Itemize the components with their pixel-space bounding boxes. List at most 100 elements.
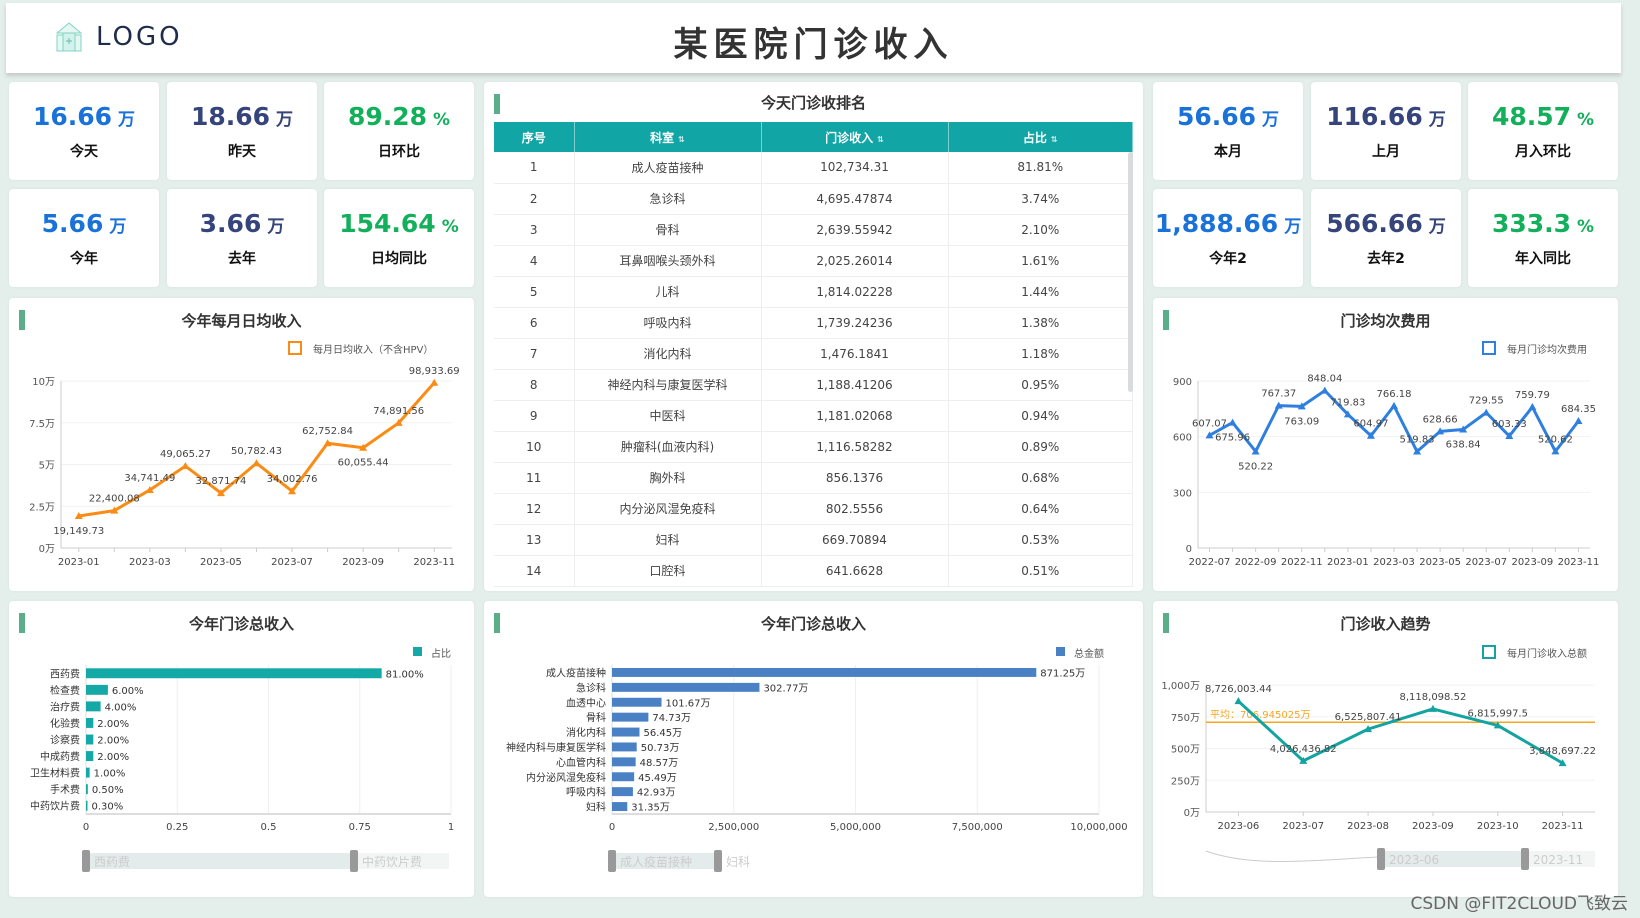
kpi-card-2: 116.66 万上月 <box>1311 82 1461 180</box>
x-tick-label: 2023-01 <box>1327 557 1369 568</box>
y-category-label: 心血管内科 <box>556 756 606 769</box>
table-row[interactable]: 1 成人疫苗接种 102,734.31 81.81% <box>494 152 1133 184</box>
data-point <box>145 485 154 493</box>
table-row[interactable]: 8 神经内科与康复医学科 1,188.41206 0.95% <box>494 369 1133 401</box>
x-tick-label: 10,000,000 <box>1070 822 1127 833</box>
table-cell: 0.53% <box>948 524 1133 556</box>
table-row[interactable]: 14 口腔科 641.6628 0.51% <box>494 555 1133 587</box>
data-label: 34,741.49 <box>124 473 175 484</box>
kpi-number: 1,888.66 <box>1154 208 1279 238</box>
kpi-label: 今年2 <box>1209 250 1247 267</box>
table-row[interactable]: 9 中医科 1,181.02068 0.94% <box>494 400 1133 432</box>
x-tick-label: 2023-01 <box>58 557 100 568</box>
kpi-label: 月入环比 <box>1515 143 1571 160</box>
data-label: 763.09 <box>1284 416 1319 427</box>
data-point <box>1234 697 1243 705</box>
category-share-chart[interactable]: 占比 0 0.25 0.5 0.75 1 西药费 81.00% 检查费 6.00% 治疗费 4.00%… <box>9 601 474 897</box>
data-label: 603.33 <box>1492 419 1527 430</box>
x-tick-label: 0 <box>83 822 89 833</box>
x-tick-label: 7,500,000 <box>952 822 1003 833</box>
sort-icon[interactable]: ⇅ <box>678 134 685 144</box>
data-label: 675.96 <box>1215 433 1250 444</box>
column-header[interactable]: 占比 ⇅ <box>948 122 1133 152</box>
kpi-number: 16.66 <box>32 101 113 131</box>
zoom-slider-end-handle[interactable] <box>714 850 722 872</box>
y-tick-label: 0万 <box>39 544 55 555</box>
data-point <box>1299 756 1308 764</box>
zoom-slider-start-handle[interactable] <box>608 850 616 872</box>
avg-fee-chart[interactable]: 每月门诊均次费用 0 300 600 900 2022-07 2022-09 2022-11 2… <box>1153 298 1618 591</box>
table-cell: 3 <box>494 214 575 246</box>
table-cell: 0.64% <box>948 493 1133 525</box>
income-trend-panel: 门诊收入趋势 每月门诊收入总额 0万 250万 500万 750万 1,000万 2023-… <box>1153 601 1618 897</box>
table-row[interactable]: 5 儿科 1,814.02228 1.44% <box>494 276 1133 308</box>
dept-total-chart[interactable]: 总金额 0 2,500,000 5,000,000 7,500,000 10,000,00… <box>484 601 1143 897</box>
kpi-card-1: 56.66 万本月 <box>1153 82 1303 180</box>
data-label: 607.07 <box>1192 418 1227 429</box>
sort-icon[interactable]: ⇅ <box>877 134 884 144</box>
table-cell: 1,188.41206 <box>761 369 949 401</box>
bar <box>612 772 635 782</box>
zoom-slider-end-handle[interactable] <box>350 850 358 872</box>
table-row[interactable]: 6 呼吸内科 1,739.24236 1.38% <box>494 307 1133 339</box>
y-tick-label: 10万 <box>32 377 55 388</box>
table-cell: 1,814.02228 <box>761 276 949 308</box>
table-row[interactable]: 13 妇科 669.70894 0.53% <box>494 524 1133 556</box>
y-category-label: 急诊科 <box>576 681 606 694</box>
income-trend-chart[interactable]: 每月门诊收入总额 0万 250万 500万 750万 1,000万 2023-06 2023-… <box>1153 601 1618 897</box>
panel-accent-bar <box>494 94 500 114</box>
data-label: 8,726,003.44 <box>1205 684 1272 695</box>
data-point <box>1343 410 1352 418</box>
daily-avg-income-chart[interactable]: 每月日均收入（不含HPV） 0万 2.5万 5万 7.5万 10万 2023-01 2023-… <box>9 298 474 591</box>
data-label: 98,933.69 <box>409 366 460 377</box>
zoom-slider-start-handle[interactable] <box>1377 848 1385 870</box>
ranking-table: 序号 科室 ⇅ 门诊收入 ⇅ 占比 ⇅ 1 成人疫苗接种 102,734.31 81.81% 2 急诊… <box>494 122 1133 587</box>
zoom-slider-start-handle[interactable] <box>82 850 90 872</box>
bar <box>612 697 662 707</box>
bar <box>612 802 628 812</box>
table-cell: 13 <box>494 524 575 556</box>
table-row[interactable]: 7 消化内科 1,476.1841 1.18% <box>494 338 1133 370</box>
table-row[interactable]: 4 耳鼻咽喉头颈外科 2,025.26014 1.61% <box>494 245 1133 277</box>
x-tick-label: 0.25 <box>166 822 188 833</box>
kpi-number: 154.64 <box>339 208 436 238</box>
table-row[interactable]: 11 胸外科 856.1376 0.68% <box>494 462 1133 494</box>
table-row[interactable]: 10 肿瘤科(血液内科) 1,116.58282 0.89% <box>494 431 1133 463</box>
y-category-label: 呼吸内科 <box>566 786 606 799</box>
x-tick-label: 2023-10 <box>1477 821 1519 832</box>
kpi-unit: 万 <box>118 109 136 130</box>
x-tick-label: 2022-09 <box>1235 557 1277 568</box>
column-header-label: 门诊收入 <box>825 130 874 145</box>
ranking-table-container[interactable]: 序号 科室 ⇅ 门诊收入 ⇅ 占比 ⇅ 1 成人疫苗接种 102,734.31 81.81% 2 急诊… <box>494 122 1133 591</box>
data-point <box>1205 431 1214 439</box>
sort-icon[interactable]: ⇅ <box>1050 134 1058 144</box>
kpi-card-3: 48.57% 月入环比 <box>1468 82 1618 180</box>
kpi-number: 566.66 <box>1326 208 1423 238</box>
data-point <box>1364 725 1373 733</box>
table-cell: 胸外科 <box>574 462 762 494</box>
data-point <box>1574 417 1583 425</box>
kpi-unit: % <box>433 109 451 130</box>
table-cell: 0.68% <box>948 462 1133 494</box>
zoom-slider-end-handle[interactable] <box>1521 848 1529 870</box>
kpi-number: 48.57 <box>1491 101 1572 131</box>
y-tick-label: 2.5万 <box>29 502 55 513</box>
column-header[interactable]: 门诊收入 ⇅ <box>761 122 949 152</box>
table-row[interactable]: 2 急诊科 4,695.47874 3.74% <box>494 183 1133 215</box>
kpi-card-4: 1,888.66 万今年2 <box>1153 189 1303 287</box>
table-row[interactable]: 12 内分泌风湿免疫科 802.5556 0.64% <box>494 493 1133 525</box>
table-row[interactable]: 3 骨科 2,639.55942 2.10% <box>494 214 1133 246</box>
x-tick-label: 2022-11 <box>1281 557 1323 568</box>
table-cell: 口腔科 <box>574 555 762 587</box>
table-scrollbar[interactable] <box>1128 152 1133 392</box>
kpi-number: 89.28 <box>347 101 428 131</box>
x-tick-label: 2022-07 <box>1189 557 1231 568</box>
kpi-unit: 万 <box>276 109 294 130</box>
column-header[interactable]: 科室 ⇅ <box>574 122 762 152</box>
ranking-panel: 今天门诊收排名 序号 科室 ⇅ 门诊收入 ⇅ 占比 ⇅ 1 成人疫苗接种 102,734.31 8… <box>484 82 1143 591</box>
bar <box>612 742 637 752</box>
legend-swatch <box>1482 341 1496 355</box>
data-point <box>74 512 83 520</box>
logo[interactable]: LOGO <box>54 21 183 53</box>
data-label: 62,752.84 <box>302 426 353 437</box>
